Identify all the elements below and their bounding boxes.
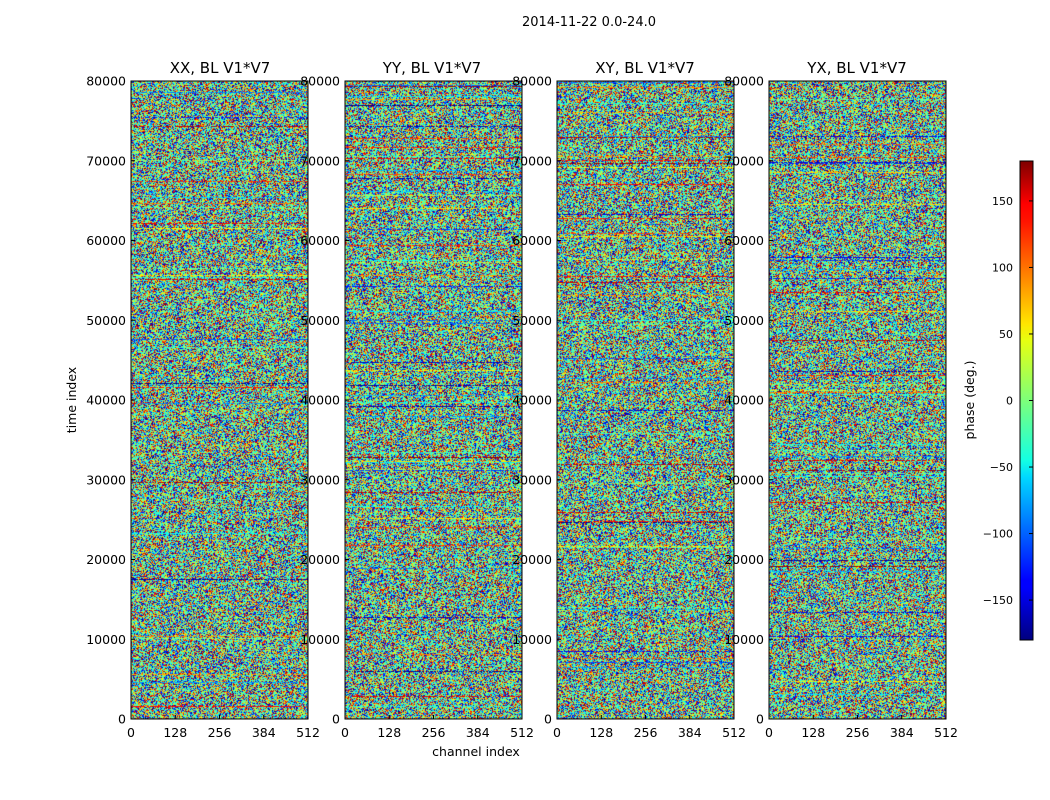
y-tick-label: 80000: [724, 74, 764, 89]
y-tick-label: 10000: [86, 632, 126, 647]
y-tick-label: 40000: [512, 393, 552, 408]
x-tick-label: 128: [589, 725, 613, 740]
y-tick-label: 70000: [512, 153, 552, 168]
y-tick-label: 0: [544, 712, 552, 727]
heatmap-panel: XY, BL V1*V7 0 10000 20000 30000 40000 50000 6…: [512, 59, 746, 740]
heatmap-image: [556, 80, 735, 720]
x-tick-label: 0: [341, 725, 349, 740]
x-tick-label: 128: [163, 725, 187, 740]
x-axis-ticks: 0 128 256 384 512: [341, 715, 534, 740]
y-tick-label: 20000: [86, 552, 126, 567]
y-axis-ticks: 0 10000 20000 30000 40000 50000 60000 70000 8000…: [86, 74, 135, 727]
y-tick-label: 50000: [300, 313, 340, 328]
colorbar-label: phase (deg.): [962, 361, 977, 440]
y-axis-ticks: 0 10000 20000 30000 40000 50000 60000 70000 8000…: [300, 74, 349, 727]
heatmap-image: [768, 80, 947, 720]
y-tick-label: 40000: [300, 393, 340, 408]
y-axis-ticks: 0 10000 20000 30000 40000 50000 60000 70000 8000…: [724, 74, 773, 727]
y-tick-label: 0: [332, 712, 340, 727]
y-tick-label: 0: [756, 712, 764, 727]
y-tick-label: 80000: [300, 74, 340, 89]
y-tick-label: 0: [118, 712, 126, 727]
heatmap-panel: YX, BL V1*V7 0 10000 20000 30000 40000 50000 6…: [724, 59, 958, 740]
y-tick-label: 30000: [86, 472, 126, 487]
x-tick-label: 256: [846, 725, 870, 740]
x-tick-label: 128: [801, 725, 825, 740]
y-tick-label: 60000: [724, 233, 764, 248]
x-tick-label: 256: [634, 725, 658, 740]
heatmap-panel: XX, BL V1*V7 0 10000 20000 30000 40000 50000 6…: [86, 59, 320, 740]
x-tick-label: 0: [553, 725, 561, 740]
x-tick-label: 0: [765, 725, 773, 740]
y-tick-label: 70000: [300, 153, 340, 168]
colorbar-tick-label: 50: [999, 328, 1013, 341]
y-tick-label: 60000: [300, 233, 340, 248]
y-tick-label: 20000: [512, 552, 552, 567]
y-tick-label: 60000: [512, 233, 552, 248]
x-axis-ticks: 0 128 256 384 512: [765, 715, 958, 740]
colorbar-tick-label: 0: [1006, 395, 1013, 408]
x-axis-label: channel index: [432, 744, 520, 759]
y-tick-label: 10000: [512, 632, 552, 647]
x-tick-label: 512: [722, 725, 746, 740]
heatmap-panel: YY, BL V1*V7 0 10000 20000 30000 40000 50000 6…: [300, 59, 534, 740]
y-axis-ticks: 0 10000 20000 30000 40000 50000 60000 70000 8000…: [512, 74, 561, 727]
heatmap-raster: [557, 81, 734, 719]
x-axis-ticks: 0 128 256 384 512: [127, 715, 320, 740]
panel-title: XY, BL V1*V7: [595, 59, 695, 77]
heatmap-raster: [769, 81, 946, 719]
y-tick-label: 30000: [300, 472, 340, 487]
x-tick-label: 512: [296, 725, 320, 740]
y-tick-label: 40000: [724, 393, 764, 408]
heatmap-image: [344, 80, 523, 720]
colorbar-tick-label: −100: [983, 528, 1013, 541]
heatmap-raster: [345, 81, 522, 719]
y-tick-label: 60000: [86, 233, 126, 248]
y-tick-label: 20000: [724, 552, 764, 567]
x-tick-label: 256: [422, 725, 446, 740]
y-tick-label: 30000: [512, 472, 552, 487]
x-tick-label: 384: [890, 725, 914, 740]
y-tick-label: 10000: [724, 632, 764, 647]
y-tick-label: 50000: [86, 313, 126, 328]
y-tick-label: 30000: [724, 472, 764, 487]
y-tick-label: 40000: [86, 393, 126, 408]
x-axis-ticks: 0 128 256 384 512: [553, 715, 746, 740]
colorbar: −150 −100 −50 0 50 100 150 phase (deg.): [962, 160, 1034, 641]
x-tick-label: 256: [208, 725, 232, 740]
colorbar-tick-label: 150: [992, 195, 1013, 208]
colorbar-tick-label: −150: [983, 594, 1013, 607]
colorbar-tick-label: 100: [992, 261, 1013, 274]
colorbar-ticks: −150 −100 −50 0 50 100 150: [983, 195, 1033, 607]
y-tick-label: 20000: [300, 552, 340, 567]
panel-title: YY, BL V1*V7: [382, 59, 481, 77]
colorbar-tick-label: −50: [990, 461, 1013, 474]
x-tick-label: 0: [127, 725, 135, 740]
y-tick-label: 50000: [724, 313, 764, 328]
x-tick-label: 384: [252, 725, 276, 740]
y-tick-label: 50000: [512, 313, 552, 328]
x-tick-label: 512: [510, 725, 534, 740]
heatmap-raster: [131, 81, 308, 719]
figure-title: 2014-11-22 0.0-24.0: [522, 15, 656, 30]
y-tick-label: 80000: [86, 74, 126, 89]
x-tick-label: 128: [377, 725, 401, 740]
y-tick-label: 70000: [86, 153, 126, 168]
x-tick-label: 512: [934, 725, 958, 740]
y-axis-label: time index: [64, 367, 79, 433]
y-tick-label: 80000: [512, 74, 552, 89]
heatmap-image: [130, 80, 309, 720]
panel-title: YX, BL V1*V7: [806, 59, 907, 77]
x-tick-label: 384: [466, 725, 490, 740]
y-tick-label: 70000: [724, 153, 764, 168]
x-tick-label: 384: [678, 725, 702, 740]
y-tick-label: 10000: [300, 632, 340, 647]
panel-title: XX, BL V1*V7: [170, 59, 271, 77]
